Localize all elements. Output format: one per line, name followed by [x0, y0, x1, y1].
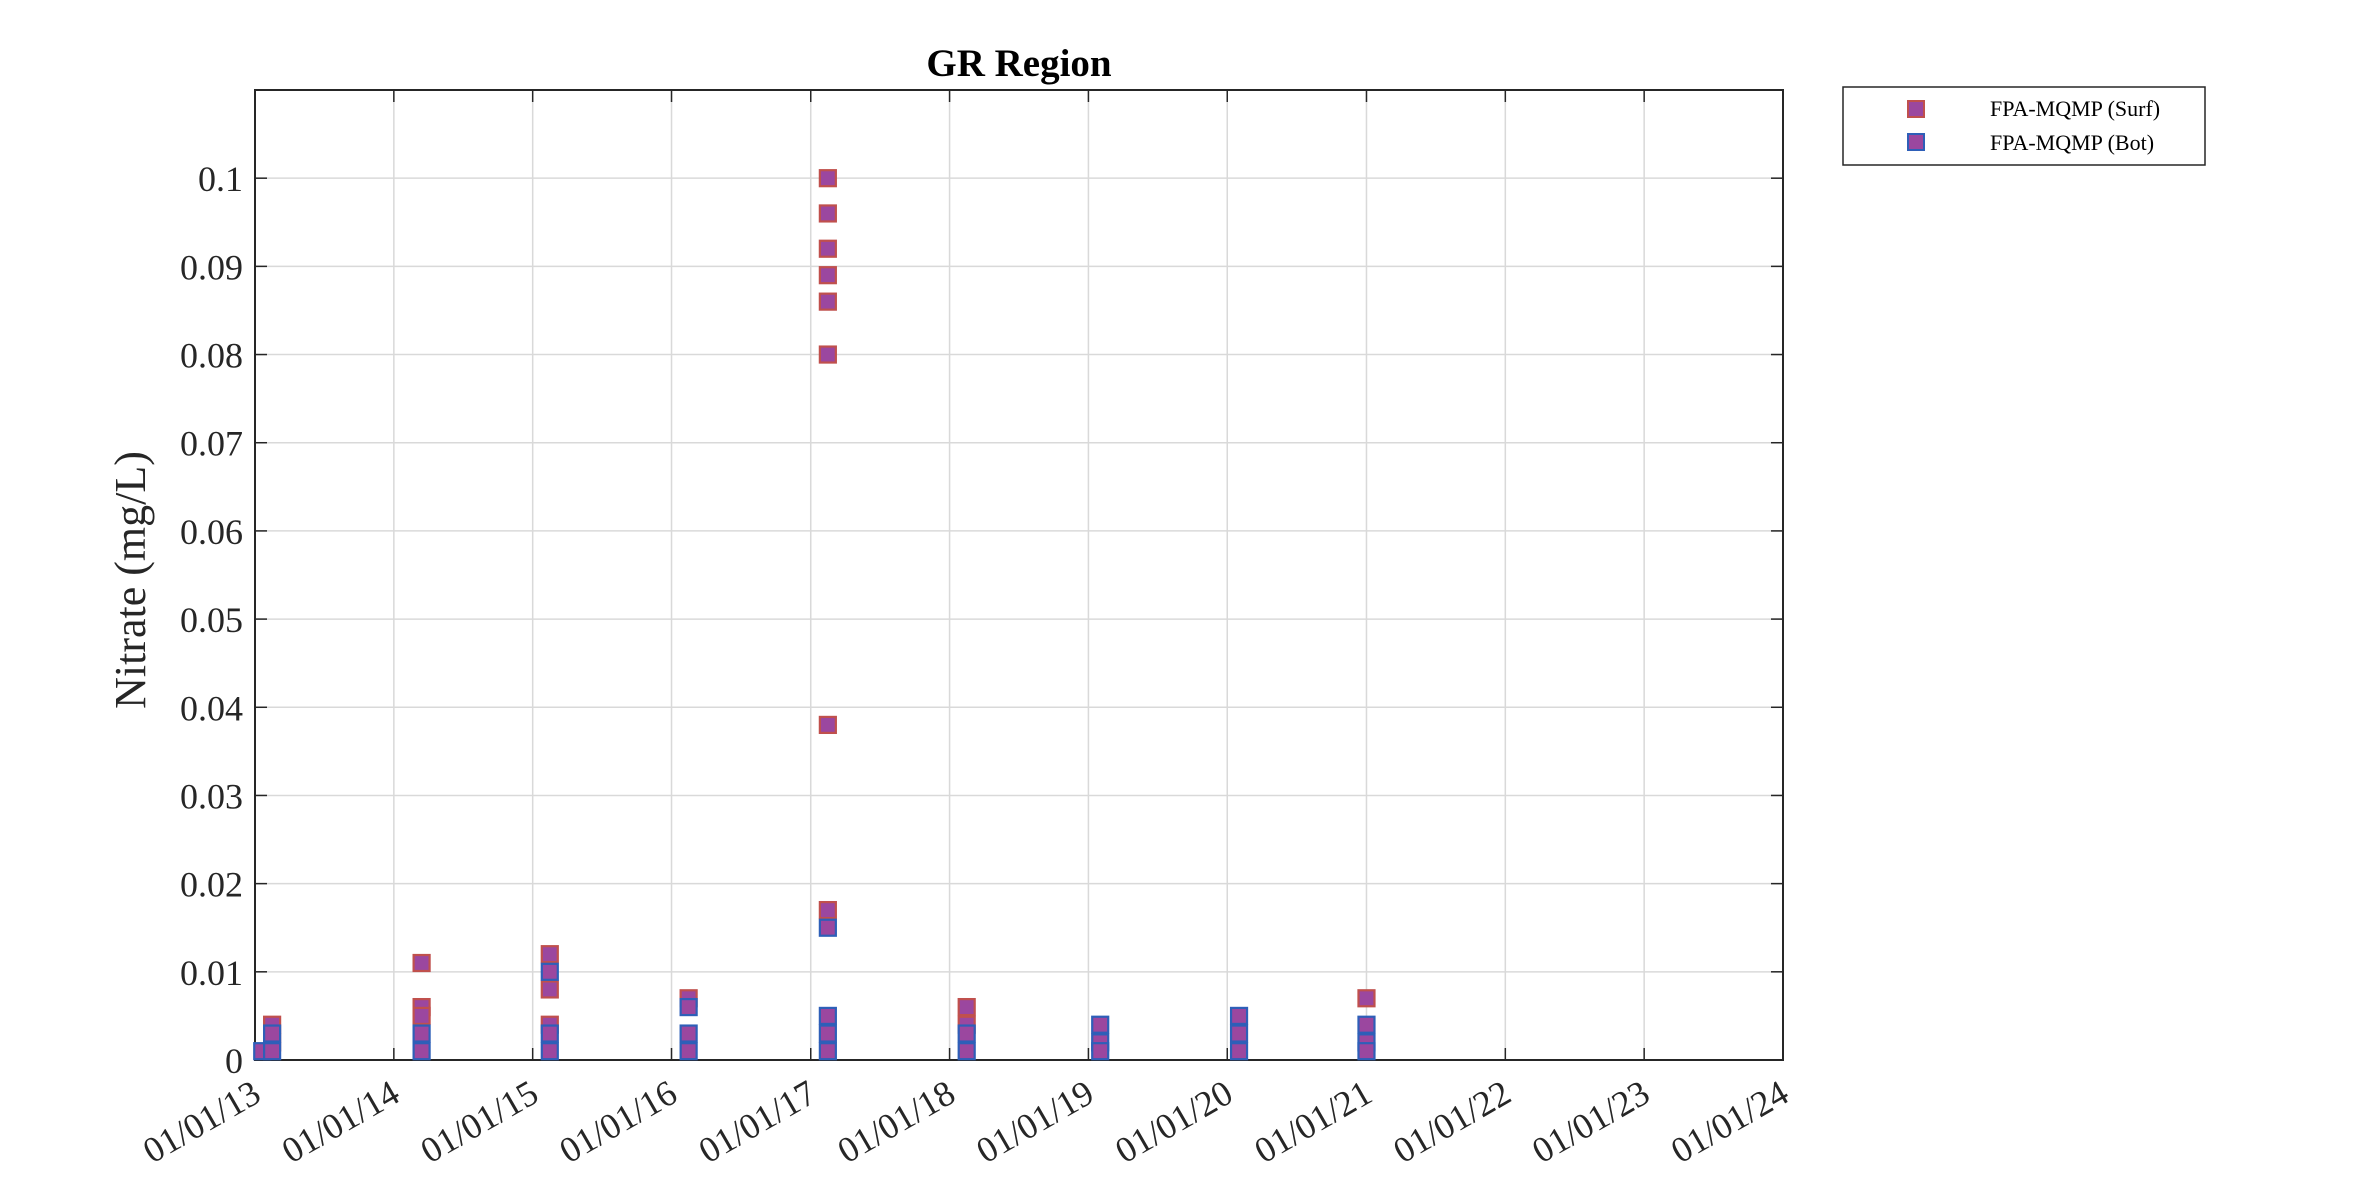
x-tick-label: 01/01/16 — [553, 1072, 684, 1171]
x-tick-label: 01/01/20 — [1108, 1072, 1239, 1171]
data-point-bot — [818, 1006, 837, 1026]
data-point-bot — [818, 1042, 837, 1061]
data-point-surf — [412, 953, 431, 973]
data-point-surf — [818, 266, 837, 285]
data-point-bot — [412, 1042, 431, 1061]
x-tick-label: 01/01/24 — [1664, 1072, 1795, 1171]
data-point-bot — [818, 1024, 837, 1043]
data-point-surf — [818, 169, 837, 188]
data-point-bot — [540, 1042, 559, 1061]
y-tick-label: 0 — [225, 1041, 243, 1081]
data-point-bot — [1229, 1042, 1249, 1061]
y-tick-label: 0.06 — [180, 512, 243, 552]
data-point-bot — [1357, 1042, 1376, 1061]
legend-marker-bot — [1907, 133, 1925, 151]
x-tick-label: 01/01/14 — [275, 1072, 406, 1171]
data-point-surf — [818, 900, 837, 920]
y-tick-label: 0.03 — [180, 776, 243, 816]
legend-label-surf: FPA-MQMP (Surf) — [1990, 96, 2160, 121]
data-point-bot — [957, 1042, 976, 1061]
x-tick-label: 01/01/19 — [970, 1072, 1101, 1171]
x-tick-label: 01/01/17 — [692, 1072, 823, 1171]
data-point-bot — [412, 1024, 431, 1043]
data-point-bot — [679, 997, 698, 1017]
x-tick-label: 01/01/22 — [1386, 1072, 1517, 1171]
x-tick-label: 01/01/21 — [1248, 1072, 1379, 1171]
data-point-surf — [957, 997, 976, 1017]
chart-title: GR Region — [926, 42, 1112, 85]
data-point-bot — [818, 918, 837, 937]
data-point-bot — [263, 1024, 282, 1043]
y-tick-label: 0.02 — [180, 865, 243, 905]
y-tick-label: 0.1 — [198, 159, 243, 199]
data-point-bot — [957, 1024, 976, 1043]
y-axis-label: Nitrate (mg/L) — [106, 451, 155, 709]
y-tick-label: 0.07 — [180, 424, 243, 464]
plot-area-frame — [254, 89, 1784, 1061]
x-tick-label: 01/01/13 — [136, 1072, 267, 1171]
data-point-surf — [540, 980, 559, 999]
data-point-surf — [1357, 989, 1376, 1008]
y-tick-label: 0.08 — [180, 336, 243, 376]
data-point-surf — [540, 945, 559, 964]
y-tick-label: 0.05 — [180, 600, 243, 640]
data-point-bot — [1229, 1006, 1249, 1026]
y-tick-label: 0.01 — [180, 953, 243, 993]
marker-layer — [253, 169, 1376, 1061]
data-point-bot — [1091, 1015, 1110, 1034]
y-tick-label: 0.09 — [180, 247, 243, 287]
data-point-surf — [818, 292, 837, 311]
y-tick-label: 0.04 — [180, 688, 243, 728]
x-tick-label: 01/01/18 — [831, 1072, 962, 1171]
data-point-bot — [1091, 1042, 1110, 1061]
data-point-surf — [818, 715, 837, 735]
data-point-bot — [1229, 1024, 1249, 1043]
legend-label-bot: FPA-MQMP (Bot) — [1990, 130, 2154, 155]
data-point-bot — [540, 962, 559, 981]
data-point-surf — [412, 1006, 431, 1026]
x-tick-label: 01/01/15 — [414, 1072, 545, 1171]
legend-marker-surf — [1907, 100, 1925, 118]
legend-box — [1842, 86, 2206, 166]
grid-layer — [255, 90, 1783, 1060]
data-point-bot — [263, 1042, 282, 1061]
legend: FPA-MQMP (Surf) FPA-MQMP (Bot) — [1842, 86, 2206, 166]
data-point-bot — [679, 1024, 698, 1043]
data-point-bot — [540, 1024, 559, 1043]
x-tick-label: 01/01/23 — [1525, 1072, 1656, 1171]
data-point-bot — [679, 1042, 698, 1061]
data-point-surf — [818, 204, 837, 223]
data-point-surf — [818, 239, 837, 258]
data-point-surf — [818, 345, 837, 364]
data-point-bot — [1357, 1015, 1376, 1034]
